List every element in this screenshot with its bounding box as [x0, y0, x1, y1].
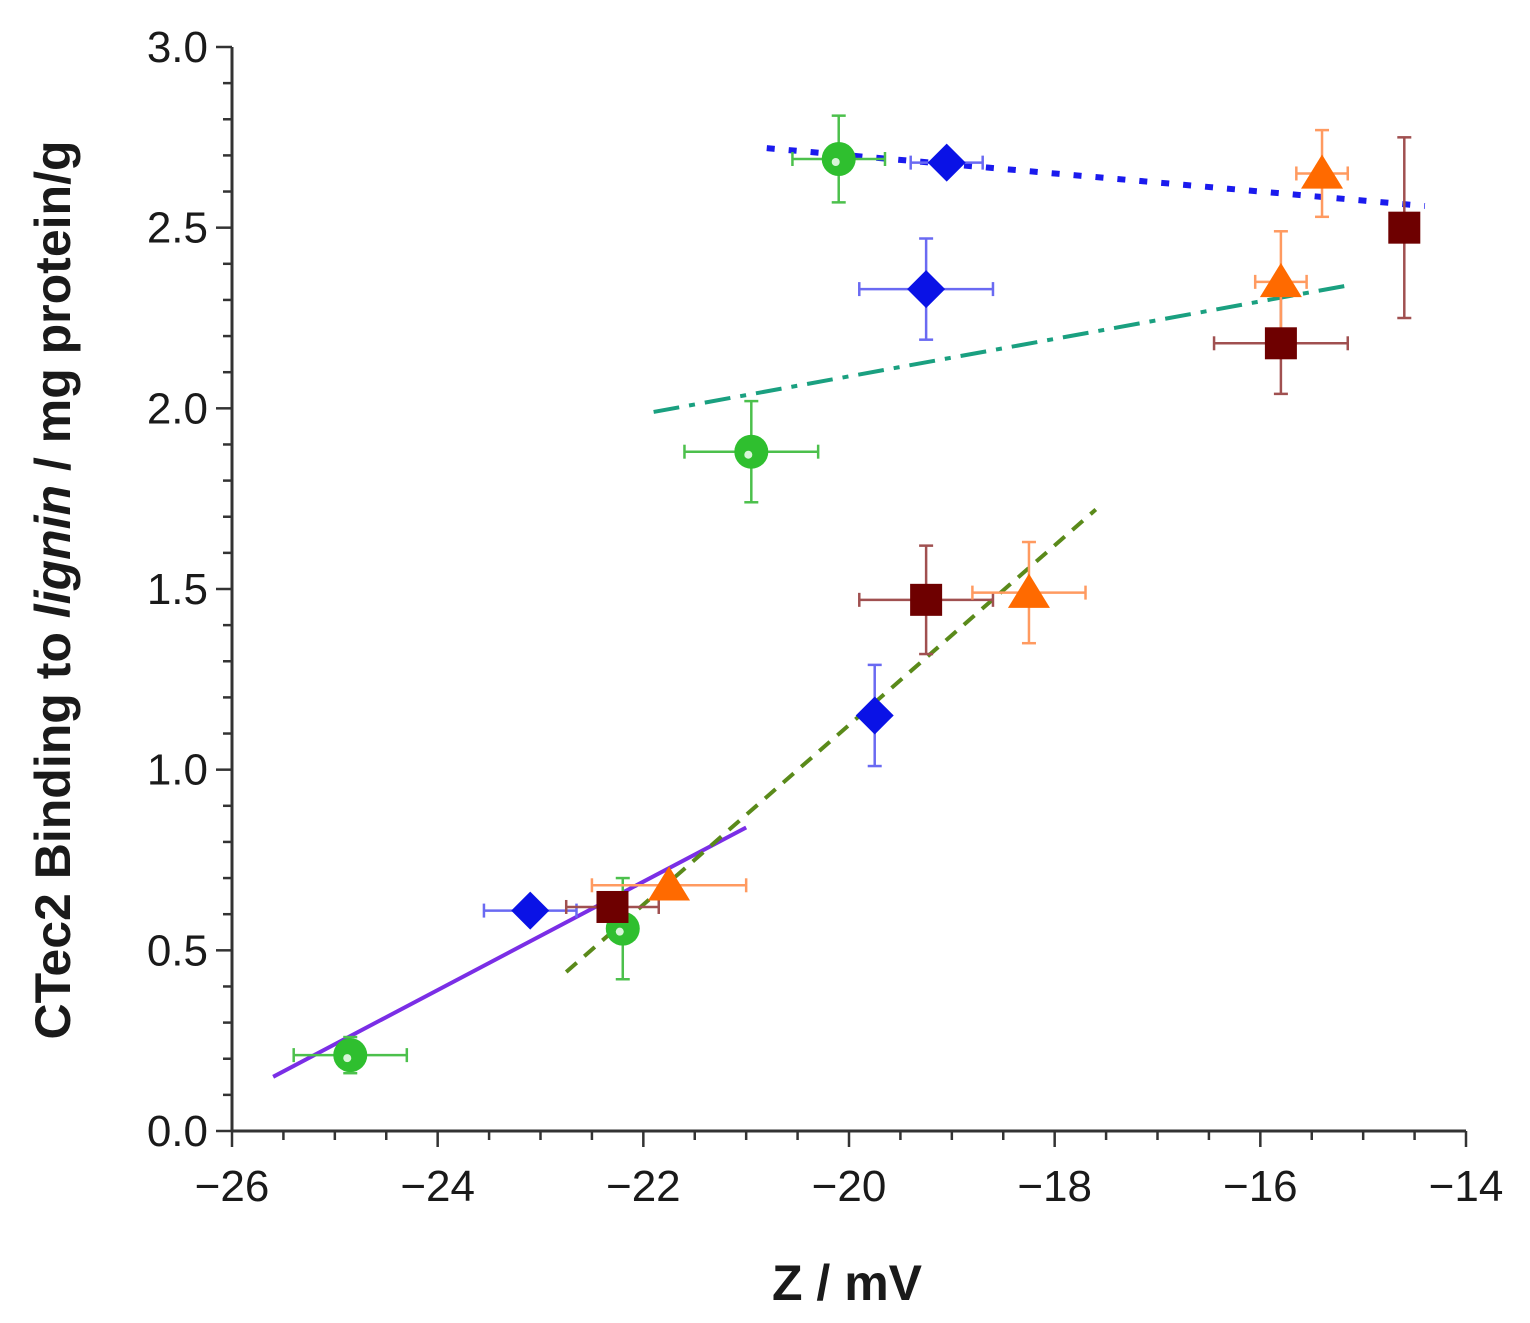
data-point-triangle: [1007, 573, 1050, 608]
data-point-square: [596, 890, 629, 923]
y-axis-title: CTec2 Binding to lignin / mg protein/g: [25, 140, 81, 1039]
data-point-diamond: [855, 696, 894, 735]
data-point-square: [910, 583, 943, 616]
data-point-square: [1264, 327, 1297, 360]
x-tick-label: −20: [812, 1162, 887, 1211]
x-tick-label: −24: [400, 1162, 475, 1211]
fit-line-dashed: [564, 508, 1098, 974]
x-tick-label: −14: [1429, 1162, 1504, 1211]
data-point-diamond: [927, 143, 966, 182]
y-axis-title-suffix: / mg protein/g: [25, 140, 81, 484]
y-tick-label: 2.0: [147, 384, 208, 433]
data-point-triangle: [648, 866, 691, 901]
minor-ticks: [223, 81, 1416, 1140]
fit-line-dashdot: [653, 283, 1349, 414]
x-tick-label: −22: [606, 1162, 681, 1211]
data-point-triangle: [1259, 262, 1302, 298]
data-point-circle: [333, 1038, 368, 1073]
y-tick-label: 0.0: [147, 1107, 208, 1156]
x-tick-label: −18: [1017, 1162, 1092, 1211]
x-axis-title: Z / mV: [772, 1255, 923, 1311]
y-axis-title-italic: lignin: [25, 485, 81, 618]
error-bars: [292, 114, 1412, 1075]
data-point-highlight: [744, 450, 753, 459]
y-tick-label: 1.5: [147, 565, 208, 614]
data-point-highlight: [343, 1054, 352, 1063]
data-point-square: [1388, 211, 1421, 244]
fit-line-solid: [272, 825, 748, 1079]
y-tick-label: 2.5: [147, 204, 208, 253]
x-tick-label: −26: [195, 1162, 270, 1211]
data-points: [333, 142, 1421, 1073]
y-tick-label: 0.5: [147, 926, 208, 975]
data-point-diamond: [511, 891, 550, 930]
tick-labels: −26 −24 −22 −20 −18 −16 −14 0.0 0.5 1.0 1.5 2.0 2.5 3…: [147, 23, 1503, 1211]
data-point-circle: [821, 142, 856, 177]
axes: [216, 45, 1468, 1147]
data-point-highlight: [831, 158, 840, 167]
y-tick-label: 3.0: [147, 23, 208, 72]
data-point-highlight: [615, 927, 624, 936]
y-axis-title-prefix: CTec2 Binding to: [25, 618, 81, 1039]
fit-lines: [272, 145, 1426, 1079]
data-point-diamond: [907, 270, 946, 309]
y-tick-label: 1.0: [147, 746, 208, 795]
data-point-triangle: [1301, 154, 1344, 189]
x-tick-label: −16: [1223, 1162, 1298, 1211]
data-point-circle: [734, 434, 769, 469]
